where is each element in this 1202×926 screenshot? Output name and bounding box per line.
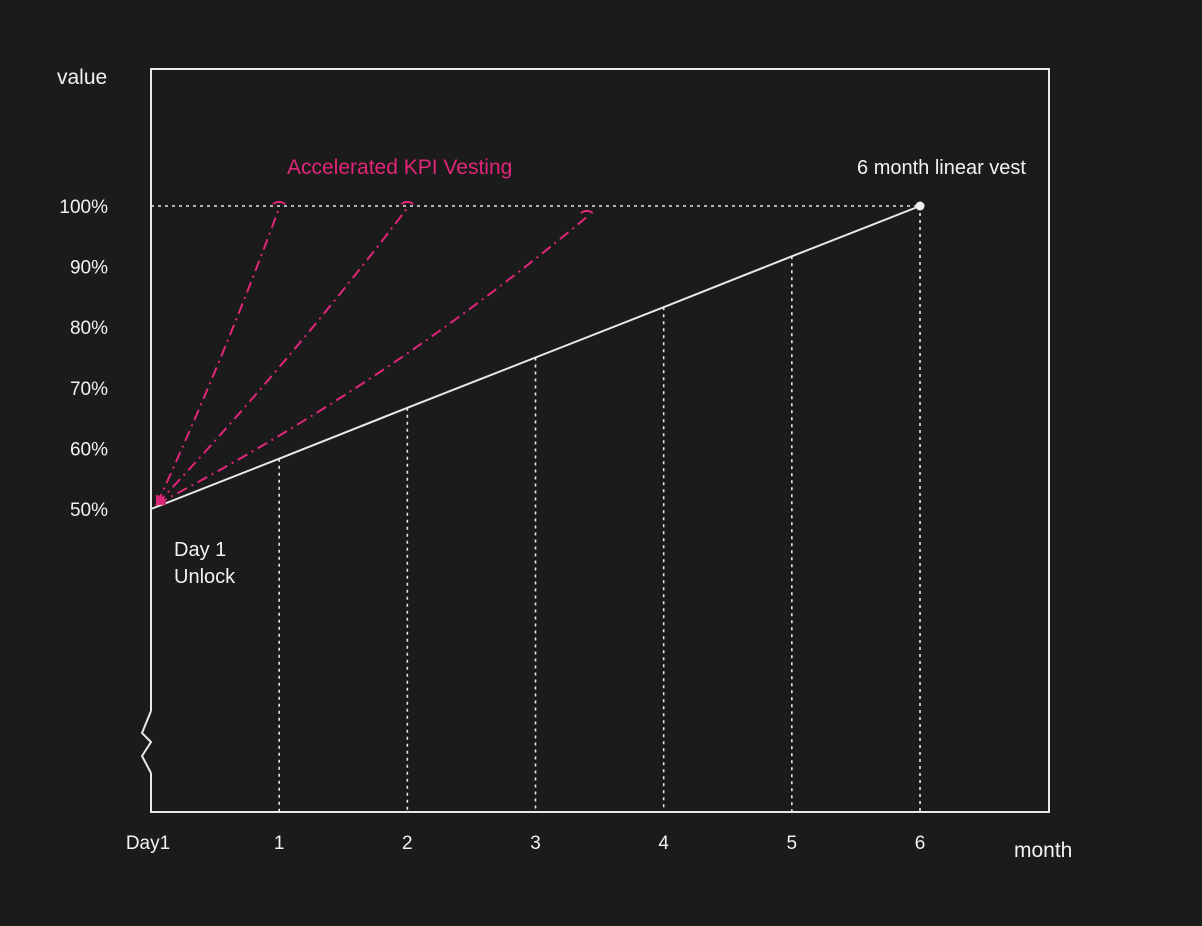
y-tick-label: 60% [70, 439, 108, 460]
linear-vest-label: 6 month linear vest [857, 157, 1026, 179]
kpi-vesting-series [154, 201, 594, 507]
linear-vest-series [150, 201, 925, 510]
x-tick-label: 1 [274, 833, 285, 854]
dotted-guides [151, 205, 921, 812]
y-tick-label: 70% [70, 379, 108, 400]
x-tick-label: 3 [530, 833, 541, 854]
y-tick-label: 100% [59, 197, 108, 218]
kpi-curve-cap-2 [400, 201, 414, 205]
x-tick-label: 6 [915, 833, 926, 854]
day1-unlock-line-1: Day 1 [174, 539, 226, 561]
kpi-curve-cap-1 [272, 201, 286, 205]
kpi-curve-cap-3 [580, 210, 594, 214]
x-axis-label: month [1014, 839, 1072, 862]
y-tick-labels: 100% 90% 80% 70% 60% 50% [59, 197, 108, 521]
y-tick-label: 90% [70, 258, 108, 279]
y-tick-label: 50% [70, 500, 108, 521]
y-tick-label: 80% [70, 318, 108, 339]
x-tick-label: Day1 [126, 833, 170, 854]
y-axis-label: value [57, 66, 107, 89]
kpi-curve-arrow-3 [154, 496, 167, 506]
linear-vest-line [150, 205, 921, 510]
axis-break-zigzag [140, 710, 153, 774]
plot-border [150, 68, 1050, 813]
x-tick-labels: Day1 1 2 3 4 5 6 [126, 833, 925, 854]
x-tick-label: 4 [658, 833, 669, 854]
x-tick-label: 2 [402, 833, 413, 854]
chart-labels: value month Accelerated KPI Vesting 6 mo… [57, 66, 1072, 862]
linear-vest-endpoint [915, 201, 925, 211]
day1-unlock-line-2: Unlock [174, 566, 236, 588]
plot-frame [140, 68, 1050, 813]
kpi-vesting-label: Accelerated KPI Vesting [287, 156, 512, 179]
kpi-curve-2 [156, 207, 409, 505]
kpi-curve-1 [156, 207, 281, 505]
x-tick-label: 5 [787, 833, 798, 854]
kpi-curve-3 [156, 216, 588, 505]
